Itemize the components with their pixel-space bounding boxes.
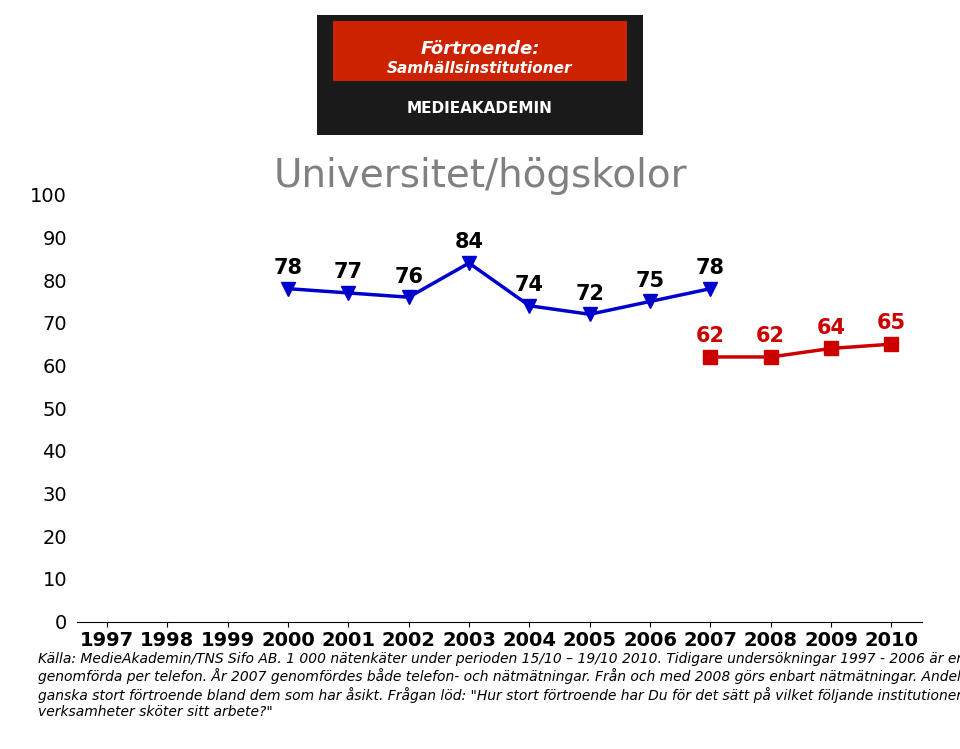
Text: 76: 76 xyxy=(395,267,423,287)
Text: MEDIEAKADEMIN: MEDIEAKADEMIN xyxy=(407,101,553,116)
Text: Förtroende:: Förtroende: xyxy=(420,40,540,58)
Text: 84: 84 xyxy=(454,232,484,252)
Text: Källa: MedieAkademin/TNS Sifo AB. 1 000 nätenkäter under perioden 15/10 – 19/10 : Källa: MedieAkademin/TNS Sifo AB. 1 000 … xyxy=(38,652,960,719)
Text: 72: 72 xyxy=(575,284,604,303)
Text: 64: 64 xyxy=(817,318,846,338)
FancyBboxPatch shape xyxy=(317,15,643,135)
Text: Samhällsinstitutioner: Samhällsinstitutioner xyxy=(387,61,573,76)
Text: 78: 78 xyxy=(274,258,302,278)
Text: 74: 74 xyxy=(515,275,544,295)
Text: 65: 65 xyxy=(876,314,906,333)
Text: 77: 77 xyxy=(334,262,363,282)
Text: 78: 78 xyxy=(696,258,725,278)
Text: Universitet/högskolor: Universitet/högskolor xyxy=(274,157,686,195)
FancyBboxPatch shape xyxy=(333,21,627,81)
Text: 75: 75 xyxy=(636,271,664,291)
Text: 62: 62 xyxy=(756,327,785,346)
Text: 62: 62 xyxy=(696,327,725,346)
